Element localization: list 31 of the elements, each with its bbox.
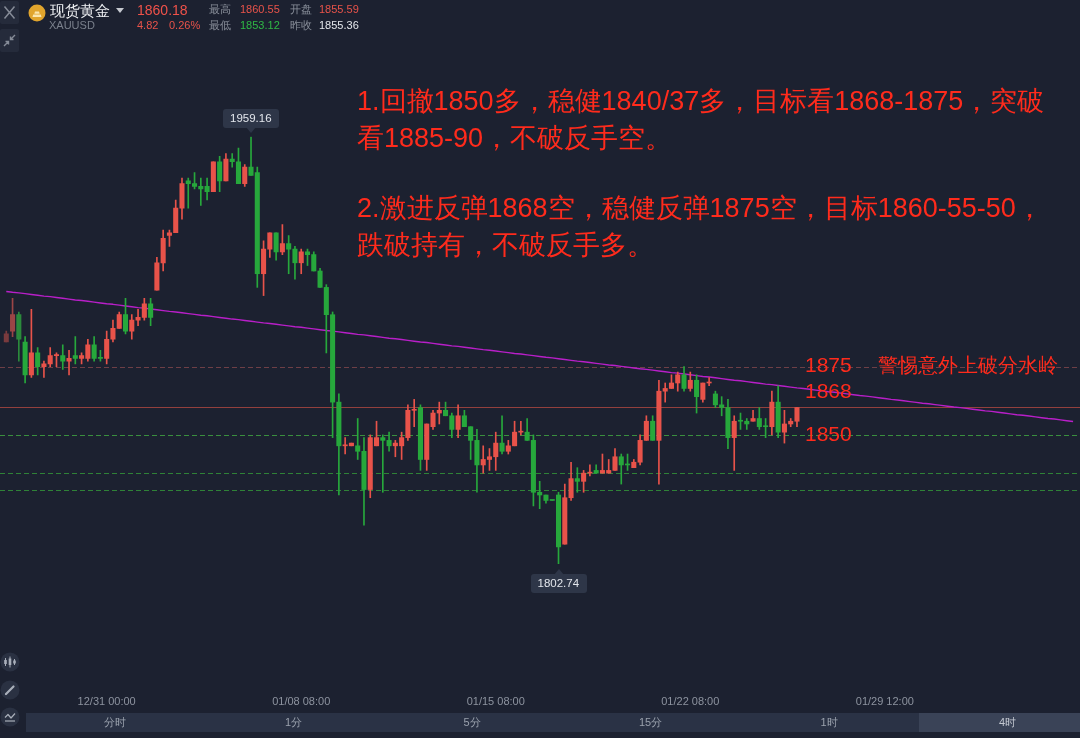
ref-line-label: 1875 [804, 353, 852, 377]
chart-subtitle: XAUUSD [49, 19, 95, 31]
text: 15分 [638, 716, 663, 728]
text: 1分 [284, 716, 303, 728]
text: 最低 [209, 19, 231, 31]
chart-title: 现货黄金 [50, 2, 110, 19]
x-tick-label: 01/22 08:00 [661, 694, 720, 707]
text: 最高 [209, 3, 231, 15]
text: 1时 [820, 716, 838, 728]
ref-line-label: 1850 [804, 421, 852, 445]
x-tick-label: 01/29 12:00 [855, 694, 914, 707]
text: 5分 [463, 716, 481, 728]
text: 昨收 [290, 19, 312, 31]
text: 1855.59 [319, 3, 359, 15]
text: 分时 [104, 716, 126, 728]
text: 4.82 [137, 19, 159, 31]
text: 4时 [998, 716, 1017, 728]
annotation: 1.回撤1850多，稳健1840/37多，目标看1868-1875，突破看1885-90，不破反手空。 [357, 85, 1046, 155]
text: 1860.55 [240, 3, 280, 15]
text: 1853.12 [240, 19, 280, 31]
annotation: 2.激进反弹1868空，稳健反弹1875空，目标1860-55-50，跌破持有，不破反手多。 [357, 192, 1044, 262]
x-tick-label: 12/31 00:00 [77, 694, 136, 707]
x-tick-label: 01/15 08:00 [466, 694, 525, 707]
text: 1855.36 [319, 19, 359, 31]
x-tick-label: 01/08 08:00 [272, 694, 331, 707]
annotation: 警惕意外上破分水岭 [877, 354, 1058, 377]
text: 0.26% [169, 19, 201, 31]
text: 开盘 [290, 3, 312, 15]
annotation: 1959.16 [223, 108, 279, 128]
text: 1860.18 [137, 2, 188, 18]
annotation: 1802.74 [530, 574, 587, 593]
